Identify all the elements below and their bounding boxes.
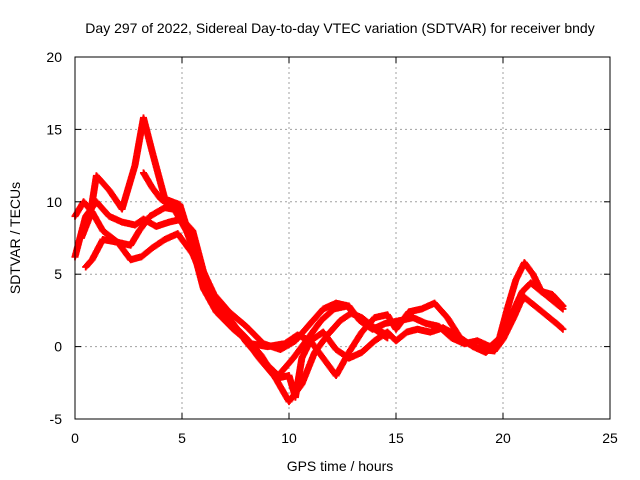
data-point — [559, 325, 567, 333]
x-axis-label: GPS time / hours — [287, 458, 394, 474]
plot-frame — [74, 56, 611, 420]
y-tick-label: 10 — [46, 194, 62, 210]
x-tick-label: 5 — [178, 430, 186, 446]
y-tick-label: 5 — [54, 266, 62, 282]
x-tick-label: 10 — [281, 430, 297, 446]
y-axis-label: SDTVAR / TECUs — [7, 182, 23, 294]
x-tick-label: 0 — [71, 430, 79, 446]
series-layer — [71, 114, 567, 406]
y-tick-label: -5 — [50, 411, 63, 427]
series-track-5 — [139, 169, 567, 353]
ticks: 0 5 10 15 20 25 -5 0 5 10 15 20 — [46, 49, 618, 446]
data-point — [559, 305, 567, 313]
x-tick-label: 25 — [602, 430, 618, 446]
y-tick-label: 20 — [46, 49, 62, 65]
x-tick-label: 15 — [388, 430, 404, 446]
data-point — [558, 324, 566, 332]
y-tick-label: 0 — [54, 339, 62, 355]
chart-title: Day 297 of 2022, Sidereal Day-to-day VTE… — [85, 20, 594, 36]
y-tick-label: 15 — [46, 121, 62, 137]
x-tick-label: 20 — [495, 430, 511, 446]
